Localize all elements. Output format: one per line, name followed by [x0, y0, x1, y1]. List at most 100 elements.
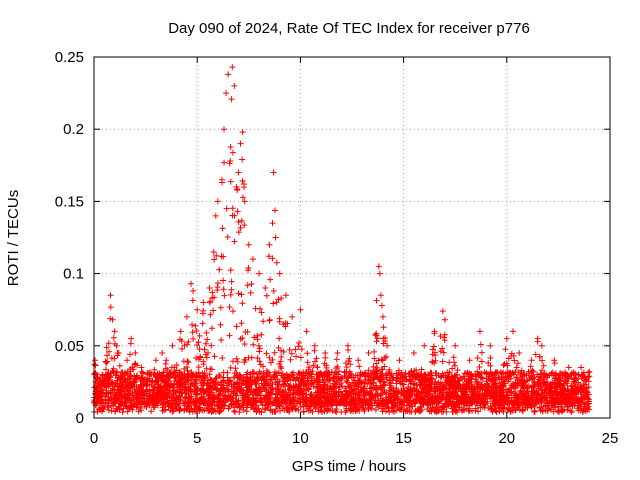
data-point [386, 366, 393, 373]
data-point [209, 408, 216, 415]
data-point [242, 328, 249, 335]
data-point [166, 387, 173, 394]
data-point [326, 388, 333, 395]
data-point [184, 405, 191, 412]
data-point [372, 370, 379, 377]
data-point [449, 391, 456, 398]
data-point [377, 292, 384, 299]
data-point [273, 370, 280, 377]
data-point [471, 383, 478, 390]
data-point [241, 222, 248, 229]
data-point [120, 405, 127, 412]
data-point [449, 365, 456, 372]
data-point [196, 374, 203, 381]
data-point [374, 364, 381, 371]
data-point [316, 377, 323, 384]
data-point [131, 361, 138, 368]
data-point [256, 384, 263, 391]
data-point [459, 376, 466, 383]
data-point [356, 391, 363, 398]
data-point [213, 252, 220, 259]
data-point [368, 374, 375, 381]
data-point [207, 298, 214, 305]
data-point [237, 224, 244, 231]
data-point [437, 387, 444, 394]
data-point [453, 399, 460, 406]
data-point [435, 400, 442, 407]
data-point [418, 366, 425, 373]
data-point [263, 350, 270, 357]
data-point [436, 390, 443, 397]
data-point [345, 372, 352, 379]
data-point [549, 398, 556, 405]
data-point [234, 208, 241, 215]
data-point [410, 350, 417, 357]
data-point [241, 396, 248, 403]
data-point [174, 388, 181, 395]
data-point [428, 396, 435, 403]
data-point [546, 385, 553, 392]
data-point [220, 253, 227, 260]
data-point [373, 368, 380, 375]
data-point [380, 324, 387, 331]
data-point [558, 390, 565, 397]
data-point [384, 342, 391, 349]
data-point [195, 356, 202, 363]
data-point [418, 373, 425, 380]
data-point [209, 289, 216, 296]
data-point [182, 381, 189, 388]
data-point [364, 400, 371, 407]
data-point [304, 350, 311, 357]
data-point [304, 359, 311, 366]
data-point [264, 392, 271, 399]
data-point [110, 380, 117, 387]
data-point [105, 407, 112, 414]
data-point [244, 369, 251, 376]
data-point [228, 401, 235, 408]
data-point [504, 373, 511, 380]
data-point [217, 399, 224, 406]
data-point [148, 408, 155, 415]
data-point [226, 304, 233, 311]
data-point [498, 396, 505, 403]
data-point [446, 369, 453, 376]
data-point [313, 371, 320, 378]
data-point [252, 380, 259, 387]
data-point [266, 382, 273, 389]
data-point [245, 241, 252, 248]
data-point [204, 336, 211, 343]
data-point [527, 363, 534, 370]
data-point [341, 368, 348, 375]
data-point [328, 369, 335, 376]
data-point [567, 408, 574, 415]
data-point [227, 267, 234, 274]
data-point [526, 376, 533, 383]
data-point [170, 397, 177, 404]
data-point [189, 297, 196, 304]
data-point [250, 400, 257, 407]
data-point [211, 353, 218, 360]
data-point [233, 183, 240, 190]
data-point [260, 318, 267, 325]
data-point [231, 82, 238, 89]
data-point [579, 375, 586, 382]
data-point [531, 379, 538, 386]
data-point [272, 234, 279, 241]
data-point [521, 398, 528, 405]
data-point [523, 385, 530, 392]
data-point [438, 373, 445, 380]
data-point [270, 169, 277, 176]
data-point [266, 241, 273, 248]
data-point [218, 337, 225, 344]
data-point [255, 342, 262, 349]
data-point [396, 400, 403, 407]
data-point [149, 378, 156, 385]
data-point [324, 373, 331, 380]
data-point [248, 354, 255, 361]
data-point [296, 371, 303, 378]
data-point [315, 408, 322, 415]
data-point [310, 398, 317, 405]
data-point [298, 389, 305, 396]
data-point [332, 408, 339, 415]
data-point [303, 382, 310, 389]
